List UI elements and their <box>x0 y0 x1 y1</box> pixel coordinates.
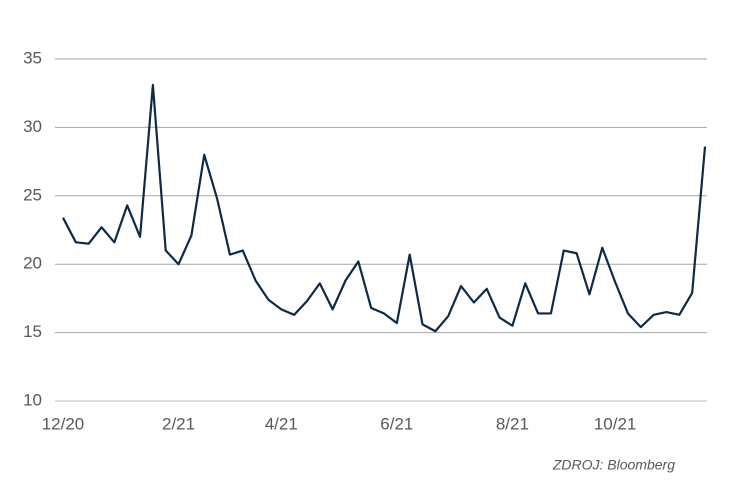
x-tick-label: 8/21 <box>496 414 529 433</box>
y-tick-label: 30 <box>23 117 42 136</box>
x-tick-label: 10/21 <box>594 414 637 433</box>
data-line <box>62 83 707 333</box>
x-tick-label: 4/21 <box>265 414 298 433</box>
y-tick-label: 15 <box>23 322 42 341</box>
y-tick-label: 25 <box>23 185 42 204</box>
y-tick-label: 35 <box>23 48 42 67</box>
y-tick-label: 20 <box>23 254 42 273</box>
x-tick-label: 6/21 <box>380 414 413 433</box>
source-note: ZDROJ: Bloomberg <box>552 457 675 473</box>
y-tick-label: 10 <box>23 390 42 409</box>
x-tick-label: 2/21 <box>162 414 195 433</box>
x-tick-label: 12/20 <box>42 414 85 433</box>
